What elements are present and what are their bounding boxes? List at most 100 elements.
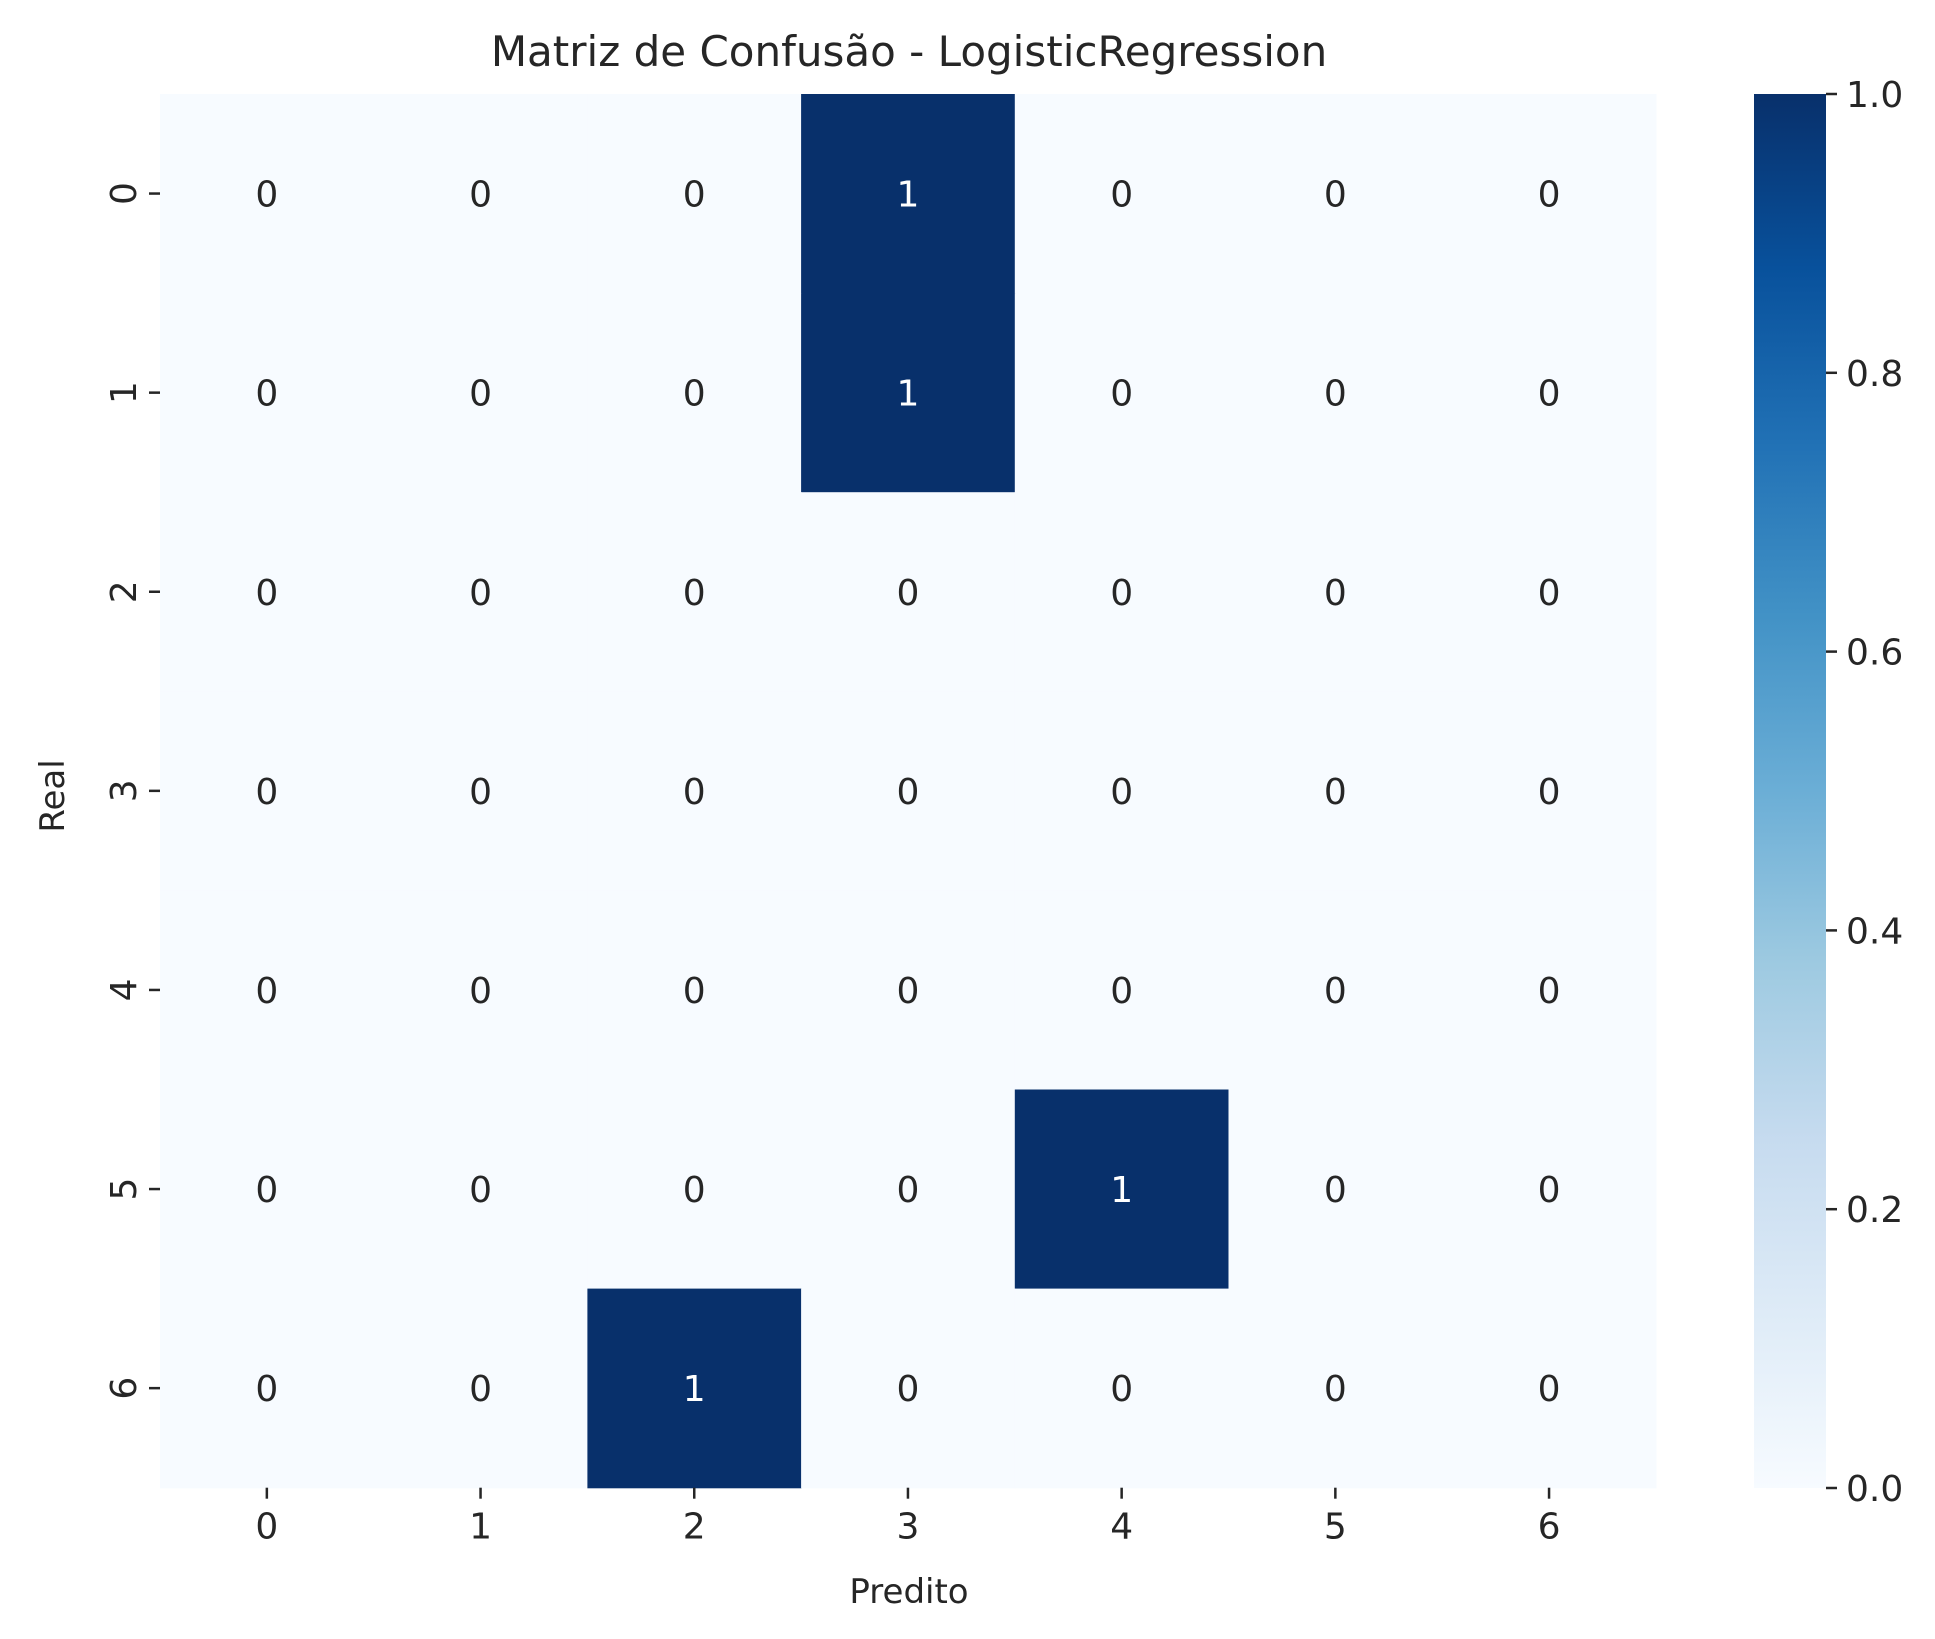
cell-value-label: 0 [1538, 1170, 1561, 1211]
colorbar-tick-label: 1.0 [1846, 75, 1903, 116]
heatmap-cell [160, 1089, 375, 1290]
cell-value-label: 0 [469, 175, 492, 216]
cell-value-label: 0 [896, 971, 919, 1012]
heatmap-cell [801, 293, 1016, 493]
colorbar-tick-label: 0.8 [1846, 354, 1903, 395]
heatmap-cell [1014, 94, 1230, 294]
heatmap-cell [1228, 1089, 1443, 1290]
cell-value-label: 0 [255, 1369, 278, 1410]
heatmap-cell [1442, 1089, 1657, 1290]
colorbar-tick-label: 0.4 [1846, 911, 1903, 952]
cell-value-label: 0 [255, 573, 278, 614]
cell-value-label: 0 [1110, 971, 1133, 1012]
cell-value-label: 0 [1538, 573, 1561, 614]
cell-value-label: 0 [1538, 1369, 1561, 1410]
heatmap-cell [1228, 293, 1443, 493]
cell-value-label: 0 [1324, 971, 1347, 1012]
heatmap-cell [1228, 94, 1443, 294]
cell-value-label: 0 [469, 772, 492, 813]
heatmap-cell [1014, 1288, 1230, 1489]
cell-value-label: 0 [1538, 175, 1561, 216]
y-tick-label: 4 [104, 978, 145, 1001]
cell-value-label: 0 [683, 374, 706, 415]
heatmap-cell [1442, 691, 1657, 891]
cell-value-label: 0 [1110, 374, 1133, 415]
cell-value-label: 0 [1324, 374, 1347, 415]
heatmap-cell [160, 293, 375, 493]
x-tick-label: 6 [1538, 1507, 1561, 1548]
cell-value-label: 1 [896, 374, 919, 415]
cell-value-label: 0 [683, 175, 706, 216]
cell-value-label: 0 [255, 971, 278, 1012]
y-axis-ticks: 0 1 2 3 4 5 6 [104, 182, 160, 1400]
heatmap-cell [801, 94, 1016, 294]
heatmap-cell [373, 1288, 588, 1489]
heatmap-cell [1228, 1288, 1443, 1489]
cell-value-label: 0 [1110, 175, 1133, 216]
x-tick-label: 3 [896, 1507, 919, 1548]
heatmap-cell [1228, 890, 1443, 1091]
cell-value-label: 0 [896, 772, 919, 813]
y-tick-label: 1 [104, 381, 145, 404]
cell-value-label: 0 [683, 1170, 706, 1211]
cell-value-label: 0 [1324, 772, 1347, 813]
heatmap-cell [160, 94, 375, 294]
heatmap-cell [1442, 890, 1657, 1091]
cell-value-label: 0 [1324, 1170, 1347, 1211]
heatmap-cell-labels: 0 0 0 1 0 0 0 0 0 0 1 0 0 0 0 0 0 0 0 0 0 0 0 0 0 0 0 0 0 0 0 0 0 0 0 0 0 0 0 1… [255, 175, 1560, 1411]
colorbar [1754, 94, 1826, 1488]
x-tick-label: 5 [1324, 1507, 1347, 1548]
cell-value-label: 0 [1110, 573, 1133, 614]
cell-value-label: 1 [1110, 1170, 1133, 1211]
heatmap-cell [1014, 890, 1230, 1091]
cell-value-label: 0 [1324, 573, 1347, 614]
heatmap-cell [1014, 293, 1230, 493]
heatmap-cell [587, 293, 802, 493]
heatmap-cell [801, 691, 1016, 891]
heatmap-cell [1014, 492, 1230, 692]
y-tick-label: 0 [104, 182, 145, 205]
cell-value-label: 0 [469, 1369, 492, 1410]
heatmap-cell [160, 1288, 375, 1489]
heatmap-cell [587, 890, 802, 1091]
chart-title: Matriz de Confusão - LogisticRegression [491, 27, 1327, 76]
cell-value-label: 0 [1538, 374, 1561, 415]
heatmap-cell [801, 1089, 1016, 1290]
cell-value-label: 0 [255, 1170, 278, 1211]
y-tick-label: 5 [104, 1178, 145, 1201]
cell-value-label: 0 [255, 374, 278, 415]
cell-value-label: 1 [896, 175, 919, 216]
cell-value-label: 1 [683, 1369, 706, 1410]
cell-value-label: 0 [896, 573, 919, 614]
heatmap-cell [373, 691, 588, 891]
cell-value-label: 0 [683, 772, 706, 813]
heatmap-cell [373, 94, 588, 294]
heatmap-cell [801, 1288, 1016, 1489]
cell-value-label: 0 [1324, 1369, 1347, 1410]
heatmap-cell [160, 691, 375, 891]
x-tick-label: 2 [683, 1507, 706, 1548]
heatmap-cell [1014, 1089, 1230, 1290]
heatmap-cell [587, 94, 802, 294]
heatmap-cell [1228, 492, 1443, 692]
cell-value-label: 0 [1538, 971, 1561, 1012]
heatmap-cell [373, 1089, 588, 1290]
x-tick-label: 4 [1110, 1507, 1133, 1548]
cell-value-label: 0 [1110, 772, 1133, 813]
cell-value-label: 0 [469, 573, 492, 614]
cell-value-label: 0 [255, 772, 278, 813]
heatmap-cell [373, 492, 588, 692]
colorbar-ticks: 0.0 0.2 0.4 0.6 0.8 1.0 [1826, 75, 1903, 1510]
cell-value-label: 0 [683, 971, 706, 1012]
cell-value-label: 0 [896, 1369, 919, 1410]
cell-value-label: 0 [255, 175, 278, 216]
heatmap-cell [160, 492, 375, 692]
heatmap-cell [587, 691, 802, 891]
x-tick-label: 0 [255, 1507, 278, 1548]
x-axis-ticks: 0 1 2 3 4 5 6 [255, 1487, 1561, 1548]
y-tick-label: 2 [104, 580, 145, 603]
heatmap-cell [1014, 691, 1230, 891]
heatmap-cell [1442, 492, 1657, 692]
heatmap-cell [1442, 293, 1657, 493]
